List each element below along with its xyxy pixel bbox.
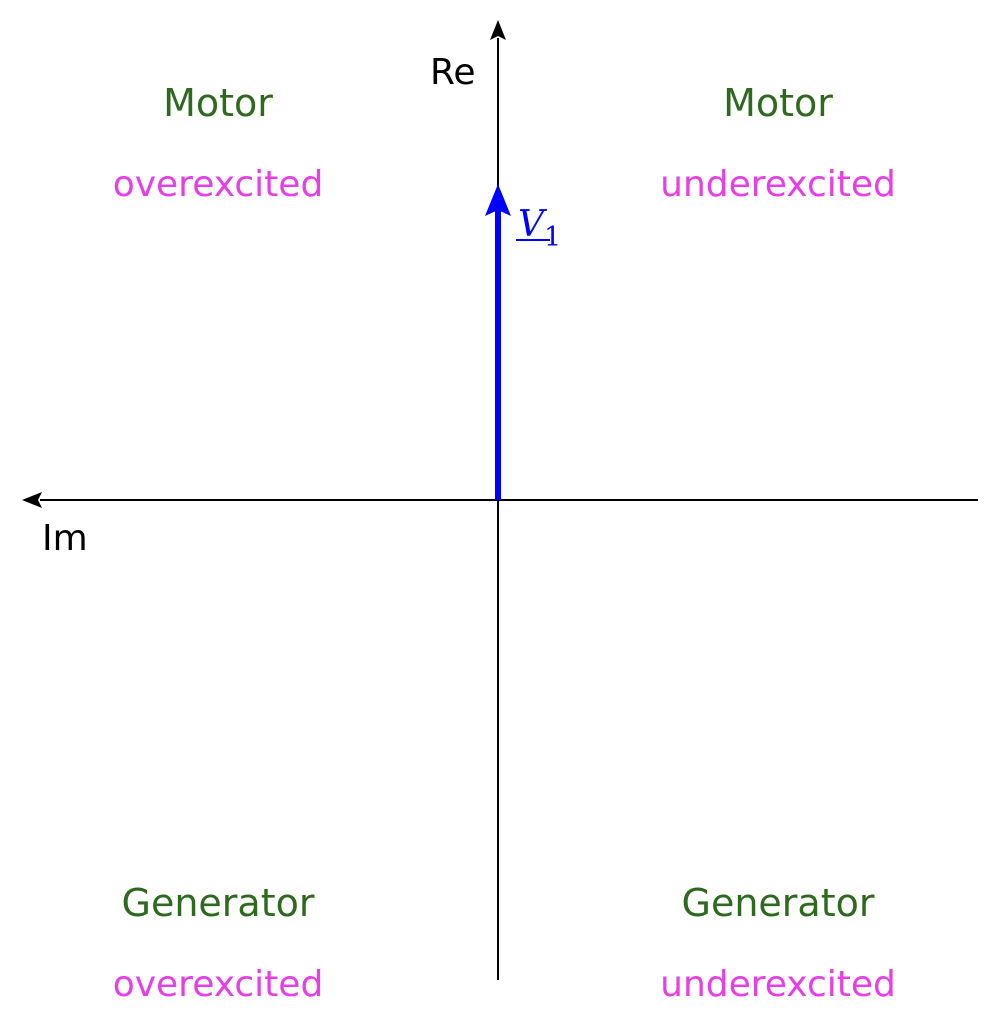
quadrant-bottom-right-role: Generator: [682, 881, 875, 925]
phasor-symbol: V: [518, 204, 548, 245]
real-axis-label: Re: [430, 52, 476, 93]
imag-axis-arrowhead: [22, 492, 42, 508]
quadrant-top-left-state: overexcited: [113, 164, 324, 205]
quadrant-bottom-left-role: Generator: [122, 881, 315, 925]
phasor-v1-arrowhead: [485, 184, 511, 216]
phasor-v1-label: V1: [518, 204, 561, 253]
phasor-subscript: 1: [544, 222, 561, 253]
quadrant-bottom-left-state: overexcited: [113, 964, 324, 1005]
quadrant-top-right-state: underexcited: [660, 164, 896, 205]
quadrant-top-right-role: Motor: [723, 81, 833, 125]
real-axis-arrowhead: [490, 20, 506, 40]
quadrant-bottom-right-state: underexcited: [660, 964, 896, 1005]
imag-axis-label: Im: [42, 518, 88, 559]
quadrant-top-left-role: Motor: [163, 81, 273, 125]
